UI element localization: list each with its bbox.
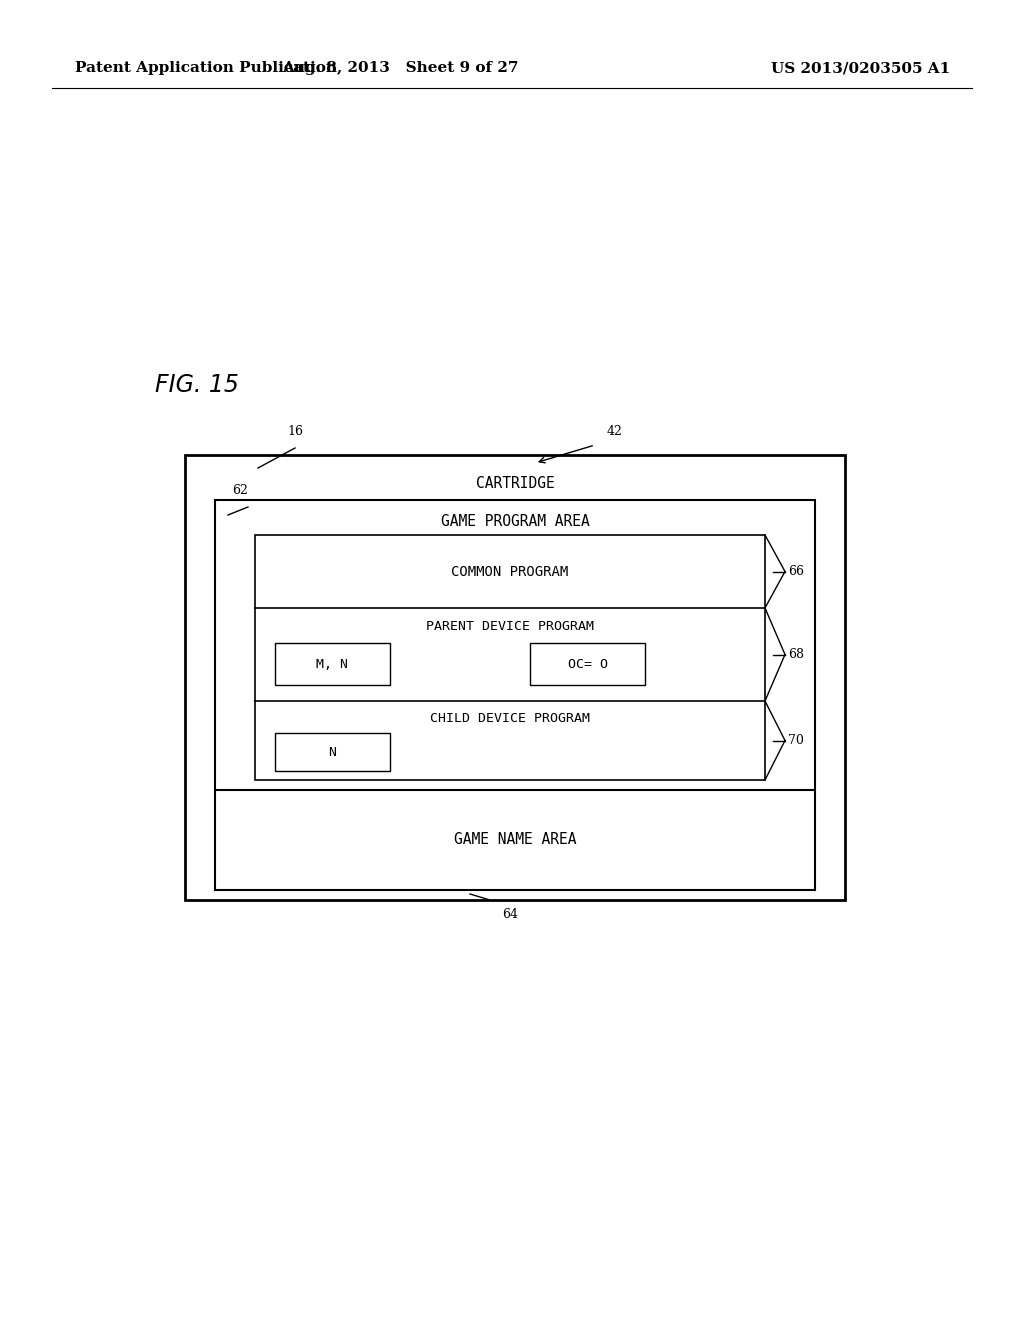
Text: 42: 42 xyxy=(607,425,623,438)
Text: CARTRIDGE: CARTRIDGE xyxy=(475,475,554,491)
Text: 16: 16 xyxy=(287,425,303,438)
Text: COMMON PROGRAM: COMMON PROGRAM xyxy=(452,565,568,578)
Text: OC= O: OC= O xyxy=(567,657,607,671)
Text: Aug. 8, 2013   Sheet 9 of 27: Aug. 8, 2013 Sheet 9 of 27 xyxy=(282,61,518,75)
Text: 66: 66 xyxy=(788,565,804,578)
Text: PARENT DEVICE PROGRAM: PARENT DEVICE PROGRAM xyxy=(426,619,594,632)
Text: N: N xyxy=(329,746,337,759)
Text: CHILD DEVICE PROGRAM: CHILD DEVICE PROGRAM xyxy=(430,713,590,726)
Text: FIG. 15: FIG. 15 xyxy=(155,374,239,397)
Bar xyxy=(275,733,390,771)
Text: 70: 70 xyxy=(788,734,804,747)
Text: GAME PROGRAM AREA: GAME PROGRAM AREA xyxy=(440,515,590,529)
Bar xyxy=(185,455,845,900)
Text: US 2013/0203505 A1: US 2013/0203505 A1 xyxy=(771,61,950,75)
Bar xyxy=(275,643,390,685)
Text: 68: 68 xyxy=(788,648,804,661)
Text: 64: 64 xyxy=(502,908,518,921)
Text: GAME NAME AREA: GAME NAME AREA xyxy=(454,833,577,847)
Bar xyxy=(530,643,645,685)
Bar xyxy=(255,535,765,780)
Text: 62: 62 xyxy=(232,484,248,498)
Text: M, N: M, N xyxy=(316,657,348,671)
Bar xyxy=(215,500,815,890)
Text: Patent Application Publication: Patent Application Publication xyxy=(75,61,337,75)
